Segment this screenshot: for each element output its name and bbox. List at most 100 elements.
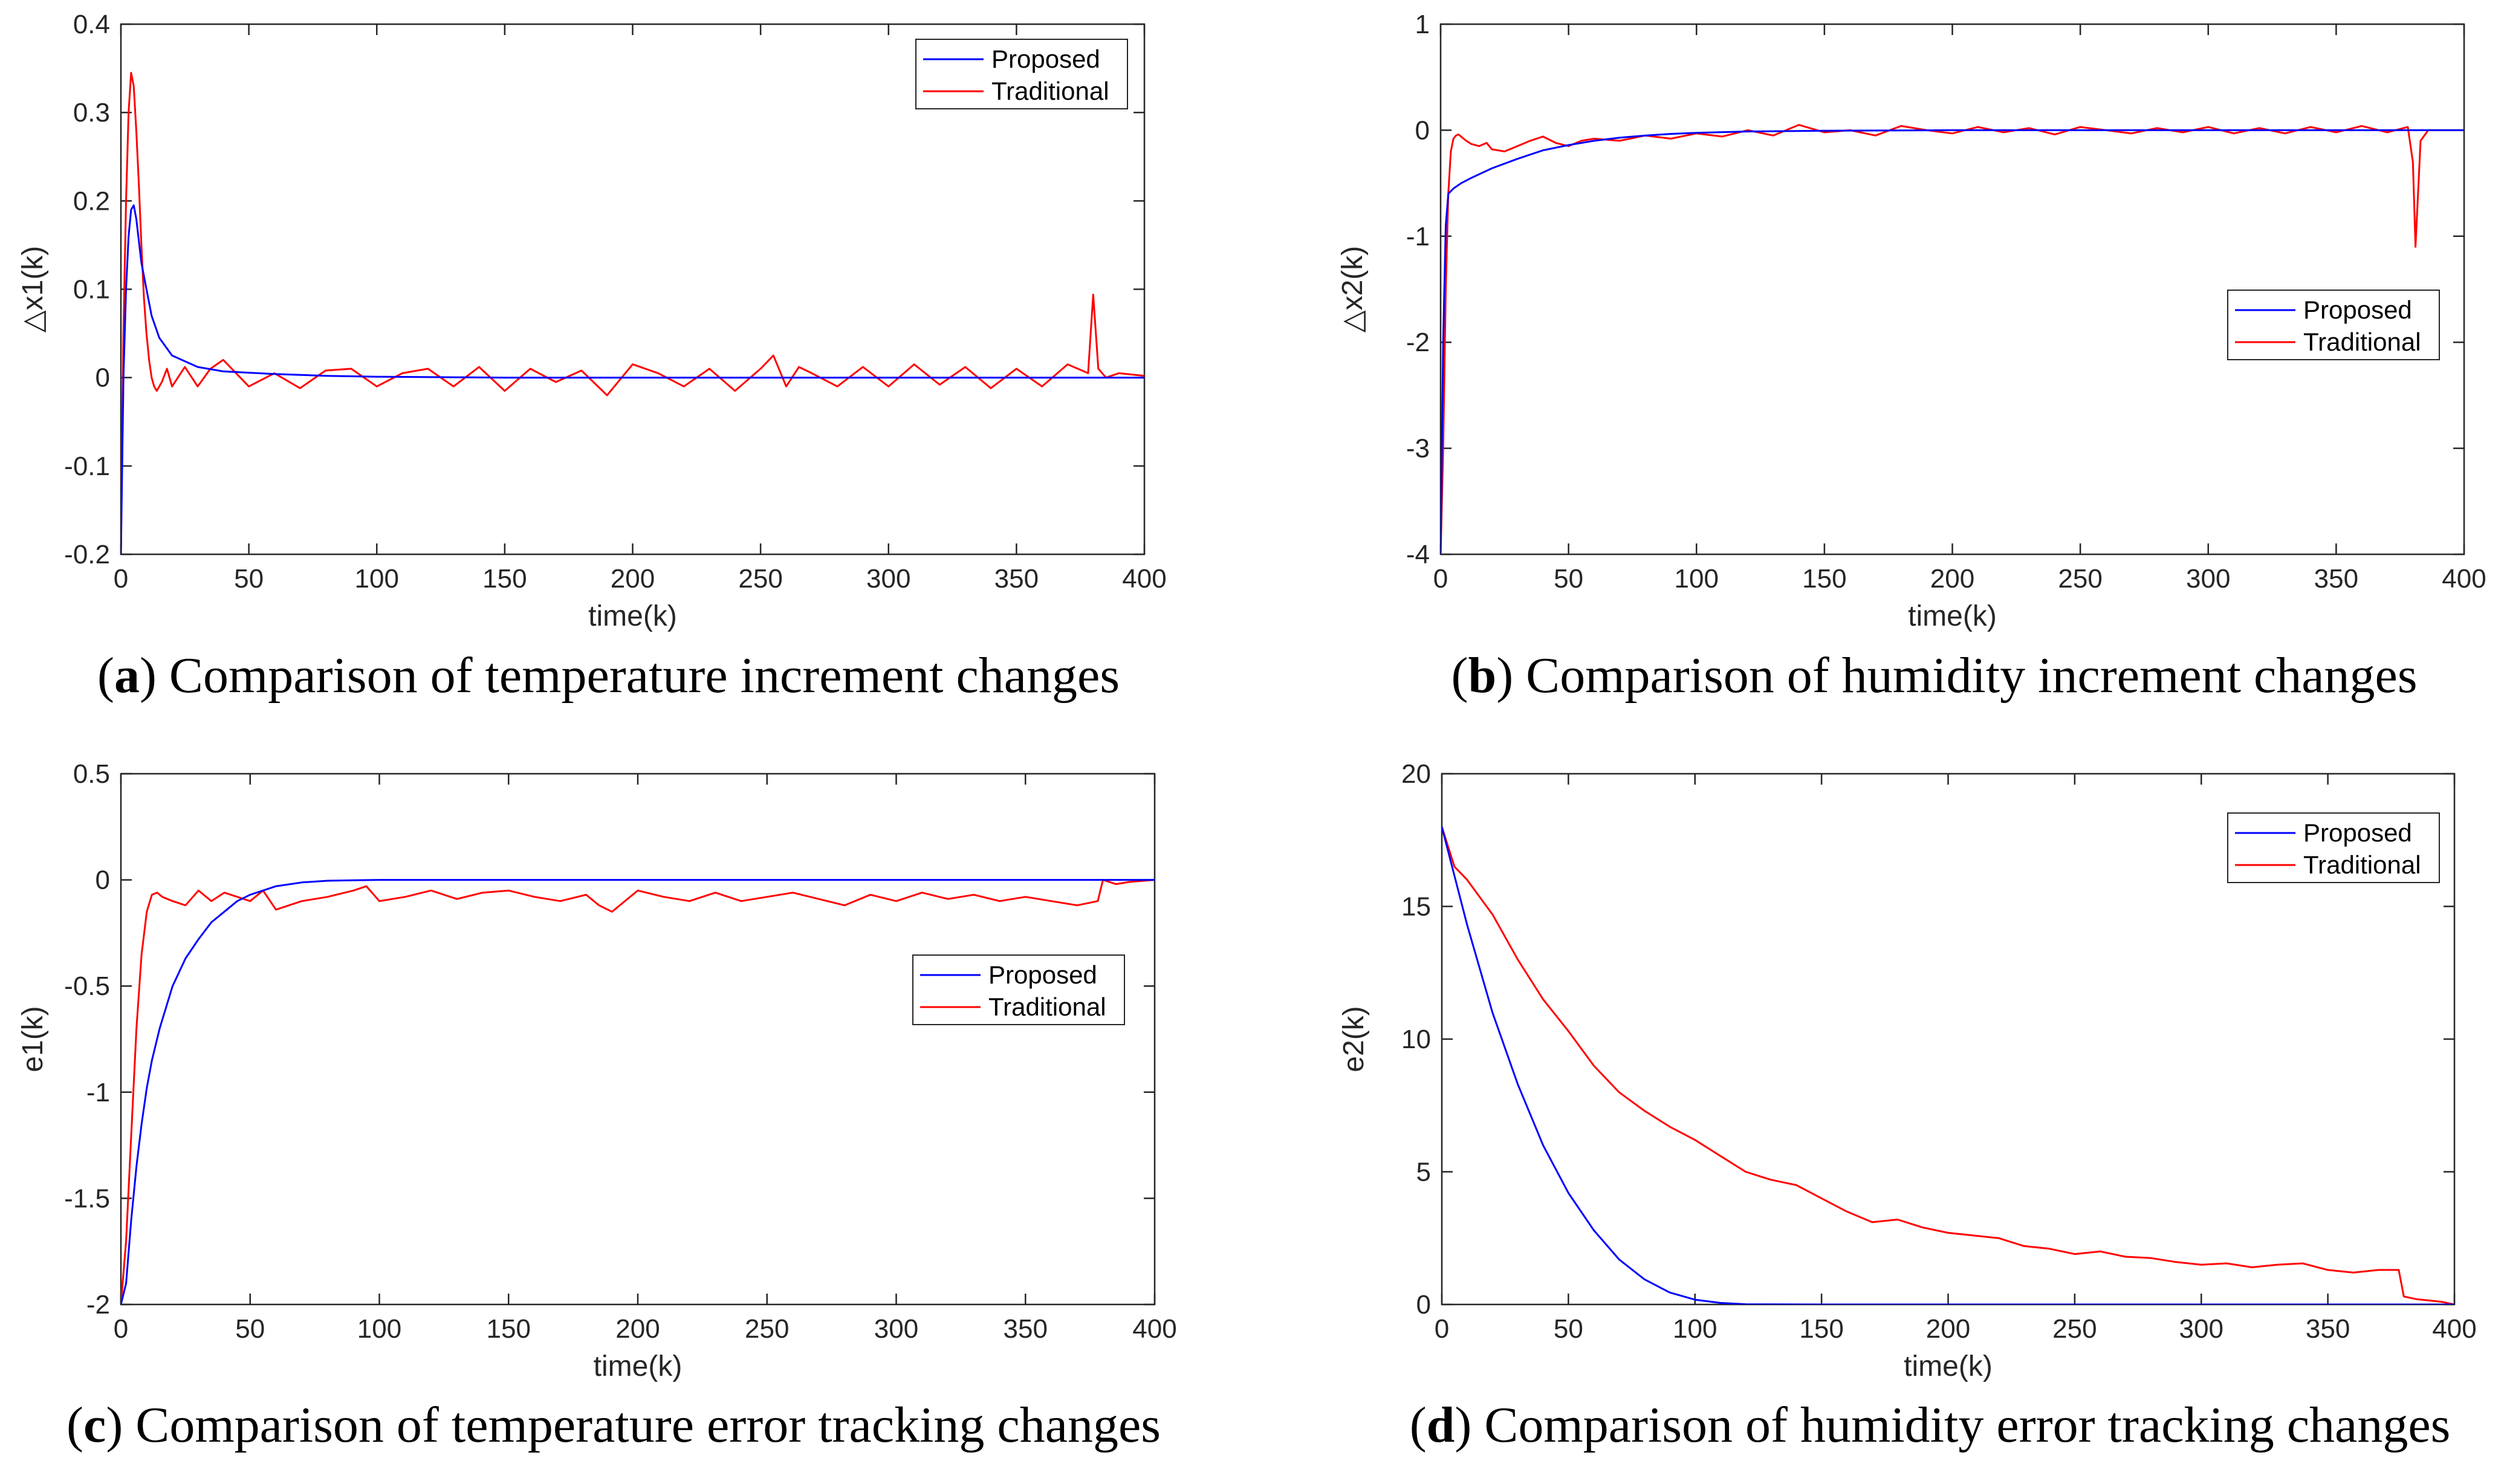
legend: Proposed Traditional bbox=[2227, 812, 2440, 883]
y-axis-label: e1(k) bbox=[17, 1006, 49, 1072]
y-tick-label: 0.3 bbox=[73, 98, 110, 128]
y-axis-label: △x1(k) bbox=[17, 246, 49, 333]
x-tick-label: 300 bbox=[866, 564, 910, 594]
caption-a: (a) Comparison of temperature increment … bbox=[97, 647, 1120, 704]
legend-label-traditional: Traditional bbox=[2303, 328, 2421, 356]
x-tick-label: 100 bbox=[1673, 1314, 1717, 1344]
x-tick-label: 300 bbox=[2186, 564, 2230, 594]
x-tick-label: 250 bbox=[2058, 564, 2102, 594]
y-tick-label: -1 bbox=[1406, 222, 1430, 251]
legend-box bbox=[2227, 812, 2440, 883]
legend: Proposed Traditional bbox=[912, 954, 1125, 1025]
y-tick-label: 15 bbox=[1401, 892, 1431, 922]
y-axis-label: e2(k) bbox=[1338, 1006, 1370, 1072]
series-line-proposed bbox=[1442, 826, 2454, 1304]
legend: Proposed Traditional bbox=[915, 39, 1128, 109]
x-tick-label: 50 bbox=[1554, 564, 1583, 594]
y-tick-label: -0.1 bbox=[64, 452, 110, 481]
x-tick-label: 100 bbox=[357, 1314, 401, 1344]
plot-frame bbox=[120, 773, 1156, 1306]
legend-box bbox=[915, 39, 1128, 109]
y-tick-label: 0.1 bbox=[73, 275, 110, 305]
y-tick-label: -0.2 bbox=[64, 540, 110, 569]
y-tick-label: 0 bbox=[1416, 1290, 1431, 1320]
x-axis-label: time(k) bbox=[1908, 600, 1997, 632]
x-tick-label: 100 bbox=[355, 564, 399, 594]
y-tick-label: 0 bbox=[96, 363, 110, 393]
legend-label-proposed: Proposed bbox=[2303, 818, 2412, 847]
caption-c: (c) Comparison of temperature error trac… bbox=[66, 1397, 1161, 1453]
y-tick-label: -2 bbox=[1406, 328, 1430, 357]
x-tick-label: 150 bbox=[482, 564, 527, 594]
y-tick-label: 0.4 bbox=[73, 10, 110, 39]
x-axis-label: time(k) bbox=[588, 600, 677, 632]
caption-d: (d) Comparison of humidity error trackin… bbox=[1410, 1397, 2451, 1453]
y-tick-label: 0.2 bbox=[73, 186, 110, 216]
x-tick-label: 400 bbox=[1132, 1314, 1176, 1344]
x-tick-label: 0 bbox=[1435, 1314, 1449, 1344]
y-tick-label: -1 bbox=[86, 1078, 110, 1107]
series-line-traditional bbox=[121, 71, 1144, 554]
legend-label-traditional: Traditional bbox=[2303, 851, 2421, 879]
y-tick-label: -1.5 bbox=[64, 1184, 110, 1213]
x-tick-label: 400 bbox=[2432, 1314, 2476, 1344]
x-tick-label: 0 bbox=[114, 1314, 128, 1344]
chart-panel-a: 0 50 100 150 200 250 300 350 400 -0.2 -0.1 0 0.1 0.2 0… bbox=[17, 10, 1167, 704]
x-tick-label: 300 bbox=[874, 1314, 918, 1344]
x-tick-label: 50 bbox=[235, 1314, 265, 1344]
x-tick-label: 200 bbox=[611, 564, 655, 594]
x-tick-label: 350 bbox=[994, 564, 1039, 594]
series-line-proposed bbox=[121, 204, 1144, 554]
legend-label-proposed: Proposed bbox=[991, 45, 1100, 73]
x-tick-label: 0 bbox=[114, 564, 128, 594]
x-tick-label: 0 bbox=[1433, 564, 1448, 594]
legend: Proposed Traditional bbox=[2227, 290, 2440, 360]
x-tick-label: 100 bbox=[1675, 564, 1719, 594]
legend-label-proposed: Proposed bbox=[2303, 296, 2412, 324]
x-tick-label: 200 bbox=[615, 1314, 660, 1344]
x-tick-label: 350 bbox=[2306, 1314, 2350, 1344]
series-line-traditional bbox=[1441, 124, 2464, 554]
legend-label-traditional: Traditional bbox=[988, 993, 1106, 1021]
x-tick-label: 150 bbox=[487, 1314, 531, 1344]
legend-label-traditional: Traditional bbox=[991, 77, 1109, 105]
x-tick-label: 200 bbox=[1930, 564, 1974, 594]
series-line-traditional bbox=[1442, 826, 2454, 1304]
x-tick-label: 250 bbox=[738, 564, 782, 594]
y-tick-label: 0 bbox=[96, 866, 110, 895]
x-tick-label: 200 bbox=[1926, 1314, 1970, 1344]
series-line-proposed bbox=[1441, 129, 2464, 554]
y-tick-label: 0 bbox=[1415, 115, 1430, 145]
x-axis-label: time(k) bbox=[594, 1350, 683, 1382]
x-tick-label: 400 bbox=[1122, 564, 1166, 594]
y-tick-label: -3 bbox=[1406, 434, 1430, 464]
y-axis-label: △x2(k) bbox=[1337, 246, 1369, 333]
x-tick-label: 300 bbox=[2179, 1314, 2223, 1344]
x-tick-label: 250 bbox=[745, 1314, 789, 1344]
chart-panel-c: 0 50 100 150 200 250 300 350 400 -2 -1.5 -1 -0.5 0 0.5… bbox=[17, 759, 1177, 1453]
x-tick-label: 350 bbox=[1004, 1314, 1048, 1344]
legend-box bbox=[2227, 290, 2440, 360]
x-tick-label: 250 bbox=[2052, 1314, 2097, 1344]
y-tick-label: -4 bbox=[1406, 540, 1430, 569]
x-tick-label: 400 bbox=[2442, 564, 2486, 594]
legend-box bbox=[912, 954, 1125, 1025]
plot-frame bbox=[1439, 23, 2465, 556]
x-axis-label: time(k) bbox=[1904, 1350, 1993, 1382]
chart-panel-b: 0 50 100 150 200 250 300 350 400 -4 -3 -2 -1 0 1 time(k… bbox=[1337, 10, 2486, 704]
y-tick-label: -0.5 bbox=[64, 971, 110, 1001]
y-tick-label: -2 bbox=[86, 1290, 110, 1320]
x-tick-label: 50 bbox=[234, 564, 264, 594]
y-tick-label: 10 bbox=[1401, 1025, 1431, 1054]
y-tick-label: 1 bbox=[1415, 10, 1430, 39]
series-line-proposed bbox=[121, 879, 1155, 1304]
y-tick-label: 0.5 bbox=[73, 759, 110, 789]
series-line-traditional bbox=[121, 879, 1155, 1304]
y-tick-label: 5 bbox=[1416, 1158, 1431, 1187]
x-tick-label: 150 bbox=[1799, 1314, 1843, 1344]
legend-label-proposed: Proposed bbox=[988, 961, 1097, 989]
x-tick-label: 350 bbox=[2314, 564, 2358, 594]
y-tick-label: 20 bbox=[1401, 759, 1431, 789]
x-tick-label: 50 bbox=[1554, 1314, 1583, 1344]
